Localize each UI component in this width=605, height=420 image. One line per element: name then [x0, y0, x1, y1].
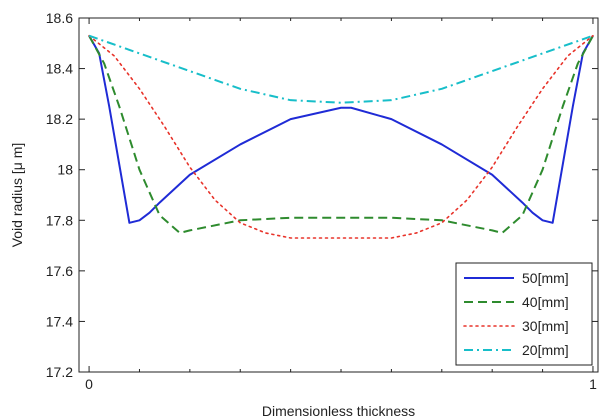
- legend-label-3: 30[mm]: [522, 318, 569, 334]
- x-axis-label: Dimensionless thickness: [262, 403, 415, 419]
- series-line-4: [88, 34, 594, 104]
- x-tick-label: 0: [85, 376, 93, 392]
- y-tick-label: 17.8: [46, 212, 73, 228]
- axes-frame: [78, 17, 599, 373]
- y-tick-label: 17.2: [46, 364, 73, 380]
- y-tick-label: 17.4: [46, 313, 73, 329]
- y-tick-label: 18.6: [46, 10, 73, 26]
- legend-label-2: 40[mm]: [522, 294, 569, 310]
- series-line-1: [88, 35, 594, 224]
- series-line-2: [88, 35, 594, 234]
- legend: 50[mm] 40[mm] 30[mm] 20[mm]: [455, 262, 593, 366]
- y-tick-label: 17.6: [46, 263, 73, 279]
- y-axis-label: Void radius [μ m]: [9, 143, 25, 248]
- series-layer: [88, 34, 594, 239]
- legend-label-1: 50[mm]: [522, 270, 569, 286]
- legend-box: [455, 262, 593, 366]
- x-tick-label: 1: [589, 376, 597, 392]
- legend-label-4: 20[mm]: [522, 342, 569, 358]
- y-tick-label: 18.4: [46, 61, 73, 77]
- y-tick-label: 18: [57, 162, 73, 178]
- y-tick-label: 18.2: [46, 111, 73, 127]
- axes-layer: 17.2 17.4 17.6 17.8 18 18.2 18.4 18.6 0 1: [46, 10, 599, 392]
